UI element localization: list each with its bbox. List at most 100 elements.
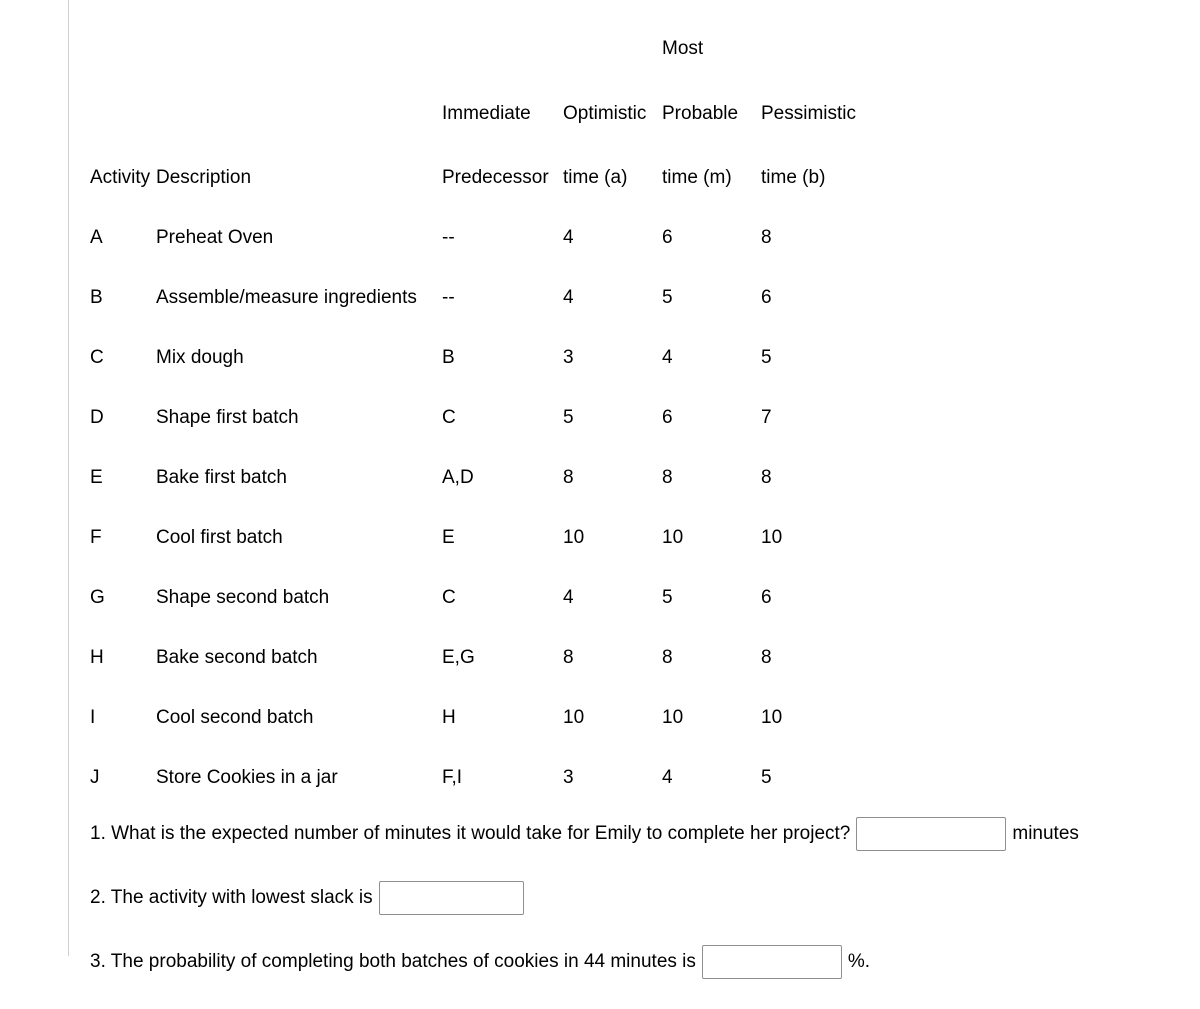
cell-b: 8 — [761, 609, 860, 669]
cell-pred: E,G — [442, 609, 563, 669]
cell-m: 4 — [662, 729, 761, 789]
cell-act: F — [90, 489, 156, 549]
question-1-text: 1. What is the expected number of minute… — [90, 821, 850, 848]
question-2-input[interactable] — [379, 881, 524, 915]
header-pessimistic: Pessimistic — [761, 60, 860, 125]
table-row: APreheat Oven--468 — [90, 189, 860, 249]
table-row: GShape second batchC456 — [90, 549, 860, 609]
cell-act: A — [90, 189, 156, 249]
cell-desc: Preheat Oven — [156, 189, 442, 249]
cell-pred: E — [442, 489, 563, 549]
question-3-input[interactable] — [702, 945, 842, 979]
cell-desc: Store Cookies in a jar — [156, 729, 442, 789]
vertical-divider — [68, 0, 69, 956]
cell-act: J — [90, 729, 156, 789]
cell-desc: Cool first batch — [156, 489, 442, 549]
question-2-text: 2. The activity with lowest slack is — [90, 885, 373, 912]
cell-pred: C — [442, 369, 563, 429]
cell-b: 5 — [761, 309, 860, 369]
cell-m: 6 — [662, 189, 761, 249]
table-row: CMix doughB345 — [90, 309, 860, 369]
questions-block: 1. What is the expected number of minute… — [90, 817, 1170, 979]
header-time-a: time (a) — [563, 125, 662, 189]
table-header-row-1: Most — [90, 0, 860, 60]
question-2: 2. The activity with lowest slack is — [90, 881, 1170, 915]
cell-pred: F,I — [442, 729, 563, 789]
cell-pred: -- — [442, 249, 563, 309]
cell-m: 10 — [662, 489, 761, 549]
cell-a: 8 — [563, 429, 662, 489]
cell-b: 6 — [761, 249, 860, 309]
cell-a: 10 — [563, 489, 662, 549]
header-time-b: time (b) — [761, 125, 860, 189]
page: Most Immediate Optimistic Probable Pessi… — [0, 0, 1200, 956]
cell-act: E — [90, 429, 156, 489]
question-3: 3. The probability of completing both ba… — [90, 945, 1170, 979]
cell-m: 5 — [662, 549, 761, 609]
cell-m: 5 — [662, 249, 761, 309]
cell-b: 7 — [761, 369, 860, 429]
cell-pred: B — [442, 309, 563, 369]
cell-desc: Mix dough — [156, 309, 442, 369]
cell-desc: Shape first batch — [156, 369, 442, 429]
cell-m: 10 — [662, 669, 761, 729]
table-row: EBake first batchA,D888 — [90, 429, 860, 489]
header-probable: Probable — [662, 60, 761, 125]
cell-a: 5 — [563, 369, 662, 429]
cell-act: H — [90, 609, 156, 669]
cell-m: 4 — [662, 309, 761, 369]
table-header-row-2: Immediate Optimistic Probable Pessimisti… — [90, 60, 860, 125]
cell-pred: A,D — [442, 429, 563, 489]
cell-a: 3 — [563, 309, 662, 369]
header-activity: Activity — [90, 125, 156, 189]
header-immediate: Immediate — [442, 60, 563, 125]
question-3-unit: %. — [848, 949, 870, 976]
activity-table: Most Immediate Optimistic Probable Pessi… — [90, 0, 860, 789]
cell-act: D — [90, 369, 156, 429]
cell-b: 6 — [761, 549, 860, 609]
table-row: HBake second batchE,G888 — [90, 609, 860, 669]
table-header-row-3: Activity Description Predecessor time (a… — [90, 125, 860, 189]
cell-a: 4 — [563, 249, 662, 309]
header-most: Most — [662, 0, 761, 60]
cell-desc: Shape second batch — [156, 549, 442, 609]
cell-act: G — [90, 549, 156, 609]
cell-desc: Assemble/measure ingredients — [156, 249, 442, 309]
table-row: FCool first batchE101010 — [90, 489, 860, 549]
cell-m: 6 — [662, 369, 761, 429]
cell-b: 10 — [761, 669, 860, 729]
cell-b: 5 — [761, 729, 860, 789]
cell-desc: Bake first batch — [156, 429, 442, 489]
header-description: Description — [156, 125, 442, 189]
cell-pred: -- — [442, 189, 563, 249]
table-row: JStore Cookies in a jarF,I345 — [90, 729, 860, 789]
cell-m: 8 — [662, 609, 761, 669]
table-row: DShape first batchC567 — [90, 369, 860, 429]
cell-m: 8 — [662, 429, 761, 489]
question-1-input[interactable] — [856, 817, 1006, 851]
table-row: ICool second batchH101010 — [90, 669, 860, 729]
cell-a: 8 — [563, 609, 662, 669]
header-predecessor: Predecessor — [442, 125, 563, 189]
cell-act: B — [90, 249, 156, 309]
cell-a: 10 — [563, 669, 662, 729]
cell-a: 3 — [563, 729, 662, 789]
cell-pred: C — [442, 549, 563, 609]
cell-b: 10 — [761, 489, 860, 549]
cell-desc: Bake second batch — [156, 609, 442, 669]
cell-b: 8 — [761, 429, 860, 489]
content-area: Most Immediate Optimistic Probable Pessi… — [90, 0, 1170, 1009]
table-row: BAssemble/measure ingredients--456 — [90, 249, 860, 309]
header-optimistic: Optimistic — [563, 60, 662, 125]
question-3-text: 3. The probability of completing both ba… — [90, 949, 696, 976]
question-1-unit: minutes — [1012, 821, 1079, 848]
header-time-m: time (m) — [662, 125, 761, 189]
cell-a: 4 — [563, 189, 662, 249]
cell-desc: Cool second batch — [156, 669, 442, 729]
cell-act: C — [90, 309, 156, 369]
cell-b: 8 — [761, 189, 860, 249]
cell-a: 4 — [563, 549, 662, 609]
question-1: 1. What is the expected number of minute… — [90, 817, 1170, 851]
cell-act: I — [90, 669, 156, 729]
cell-pred: H — [442, 669, 563, 729]
